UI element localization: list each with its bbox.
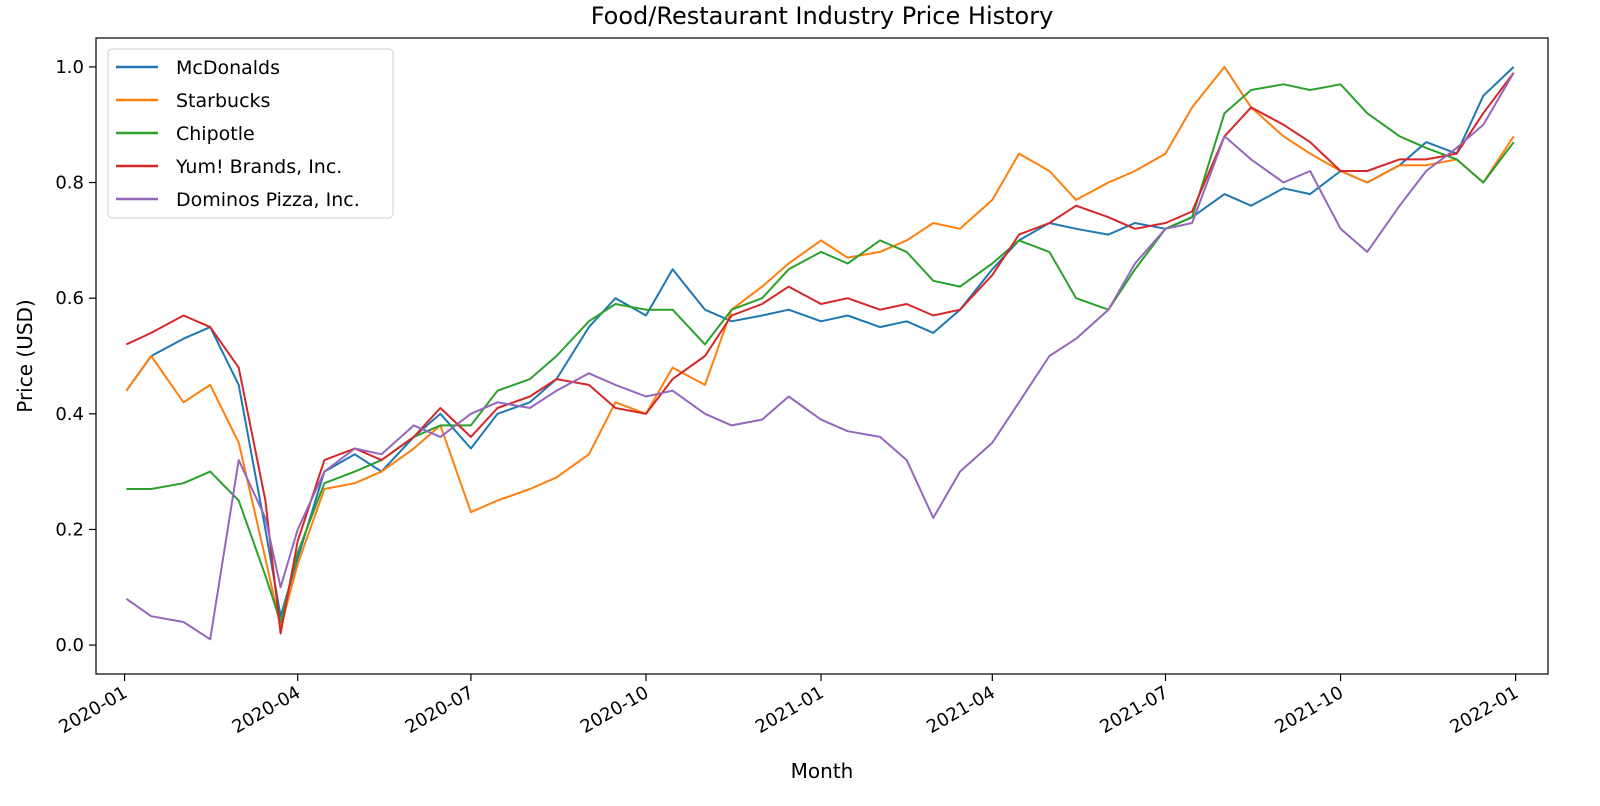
legend-box bbox=[107, 48, 394, 219]
plot-frame bbox=[95, 37, 1549, 675]
legend-label: Chipotle bbox=[176, 123, 255, 145]
y-tick-label: 0.0 bbox=[55, 635, 84, 656]
plot-lines bbox=[125, 65, 1515, 641]
legend-label: Dominos Pizza, Inc. bbox=[176, 189, 360, 211]
legend: McDonalds Starbucks Chipotle Yum! Brands, I… bbox=[107, 48, 394, 219]
legend-label: Yum! Brands, Inc. bbox=[175, 156, 342, 178]
series-line-3 bbox=[125, 72, 1515, 635]
y-tick-label: 0.8 bbox=[55, 173, 84, 194]
y-tick-label: 0.2 bbox=[55, 519, 84, 540]
y-tick-label: 0.6 bbox=[55, 288, 84, 309]
x-axis-title: Month bbox=[791, 759, 854, 783]
y-tick-label: 0.4 bbox=[55, 404, 84, 425]
y-tick-label: 1.0 bbox=[55, 57, 84, 78]
chart-title: Food/Restaurant Industry Price History bbox=[591, 2, 1054, 30]
y-axis-title: Price (USD) bbox=[13, 299, 37, 413]
series-line-2 bbox=[126, 83, 1515, 623]
legend-label: Starbucks bbox=[176, 90, 270, 112]
legend-label: McDonalds bbox=[176, 57, 280, 79]
series-line-1 bbox=[125, 65, 1515, 629]
y-axis: 0.0 0.2 0.4 0.6 0.8 1.0 bbox=[55, 57, 96, 656]
series-line-4 bbox=[125, 72, 1515, 641]
